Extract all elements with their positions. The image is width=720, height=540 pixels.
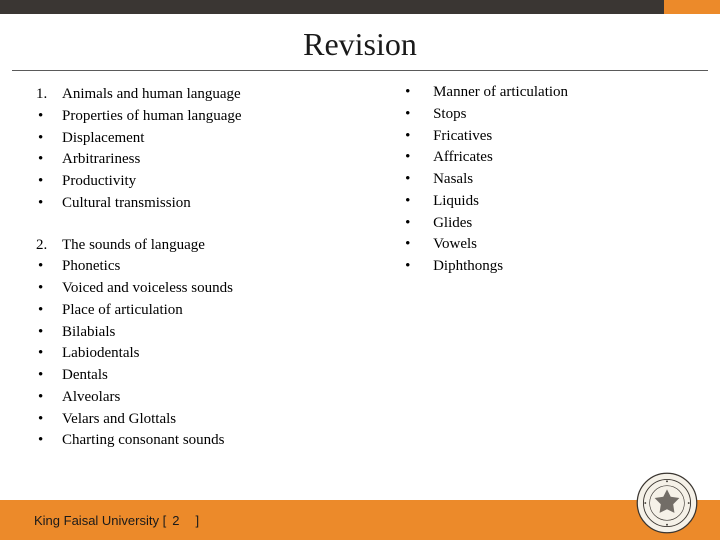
list-item: •Stops — [403, 104, 690, 126]
item-text: Displacement — [62, 128, 353, 150]
item-text: Velars and Glottals — [62, 409, 353, 431]
bullet-icon: • — [36, 193, 62, 215]
item-text: Place of articulation — [62, 300, 353, 322]
item-text: Phonetics — [62, 256, 353, 278]
bullet-icon: • — [403, 191, 433, 213]
list-item: •Fricatives — [403, 126, 690, 148]
top-banner — [0, 0, 720, 14]
bullet-icon: • — [36, 128, 62, 150]
item-text: Stops — [433, 104, 690, 126]
bullet-icon: • — [403, 126, 433, 148]
bullet-icon: • — [403, 147, 433, 169]
list-item: •Dentals — [36, 365, 353, 387]
bullet-icon: • — [36, 322, 62, 344]
top-accent — [664, 0, 720, 14]
bullet-icon: • — [403, 256, 433, 278]
bullet-icon: • — [36, 106, 62, 128]
list-item: •Manner of articulation — [403, 82, 690, 104]
section-2-num: 2. — [36, 235, 62, 257]
bullet-icon: • — [36, 387, 62, 409]
bullet-icon: • — [36, 149, 62, 171]
bullet-icon: • — [403, 213, 433, 235]
item-text: Liquids — [433, 191, 690, 213]
item-text: Labiodentals — [62, 343, 353, 365]
title-underline — [12, 70, 708, 71]
bullet-icon: • — [36, 300, 62, 322]
item-text: Alveolars — [62, 387, 353, 409]
item-text: Manner of articulation — [433, 82, 690, 104]
bullet-icon: • — [36, 256, 62, 278]
section-2-head: 2. The sounds of language — [36, 235, 353, 257]
item-text: Dentals — [62, 365, 353, 387]
bullet-icon: • — [36, 343, 62, 365]
item-text: Properties of human language — [62, 106, 353, 128]
list-item: •Cultural transmission — [36, 193, 353, 215]
list-item: •Velars and Glottals — [36, 409, 353, 431]
section-2-title: The sounds of language — [62, 235, 205, 257]
item-text: Cultural transmission — [62, 193, 353, 215]
list-item: •Affricates — [403, 147, 690, 169]
bullet-icon: • — [36, 278, 62, 300]
footer-page: 2 — [172, 513, 179, 528]
bullet-icon: • — [36, 171, 62, 193]
list-item: •Properties of human language — [36, 106, 353, 128]
item-text: Arbitrariness — [62, 149, 353, 171]
item-text: Diphthongs — [433, 256, 690, 278]
list-item: •Displacement — [36, 128, 353, 150]
list-item: •Alveolars — [36, 387, 353, 409]
bullet-icon: • — [36, 430, 62, 452]
item-text: Nasals — [433, 169, 690, 191]
university-seal-icon — [636, 472, 698, 534]
content: 1. Animals and human language •Propertie… — [36, 82, 690, 480]
section-1-num: 1. — [36, 84, 62, 106]
bullet-icon: • — [403, 104, 433, 126]
list-item: •Voiced and voiceless sounds — [36, 278, 353, 300]
list-item: •Phonetics — [36, 256, 353, 278]
bullet-icon: • — [403, 169, 433, 191]
section-1-title: Animals and human language — [62, 84, 241, 106]
list-item: •Diphthongs — [403, 256, 690, 278]
section-1-head: 1. Animals and human language — [36, 84, 353, 106]
list-item: •Glides — [403, 213, 690, 235]
item-text: Voiced and voiceless sounds — [62, 278, 353, 300]
item-text: Vowels — [433, 234, 690, 256]
list-item: •Labiodentals — [36, 343, 353, 365]
list-item: •Bilabials — [36, 322, 353, 344]
list-item: •Nasals — [403, 169, 690, 191]
right-column: •Manner of articulation •Stops •Fricativ… — [393, 82, 690, 480]
footer-university: King Faisal University [ — [34, 513, 166, 528]
item-text: Glides — [433, 213, 690, 235]
footer: King Faisal University [ 2 ] — [0, 500, 720, 540]
list-item: •Arbitrariness — [36, 149, 353, 171]
bullet-icon: • — [403, 234, 433, 256]
bullet-icon: • — [36, 365, 62, 387]
list-item: •Charting consonant sounds — [36, 430, 353, 452]
item-text: Productivity — [62, 171, 353, 193]
item-text: Fricatives — [433, 126, 690, 148]
page-title: Revision — [0, 26, 720, 63]
list-item: •Place of articulation — [36, 300, 353, 322]
bullet-icon: • — [36, 409, 62, 431]
item-text: Charting consonant sounds — [62, 430, 353, 452]
item-text: Affricates — [433, 147, 690, 169]
footer-close: ] — [195, 513, 199, 528]
list-item: •Vowels — [403, 234, 690, 256]
item-text: Bilabials — [62, 322, 353, 344]
left-column: 1. Animals and human language •Propertie… — [36, 82, 353, 480]
list-item: •Liquids — [403, 191, 690, 213]
bullet-icon: • — [403, 82, 433, 104]
section-spacer — [36, 215, 353, 233]
list-item: •Productivity — [36, 171, 353, 193]
